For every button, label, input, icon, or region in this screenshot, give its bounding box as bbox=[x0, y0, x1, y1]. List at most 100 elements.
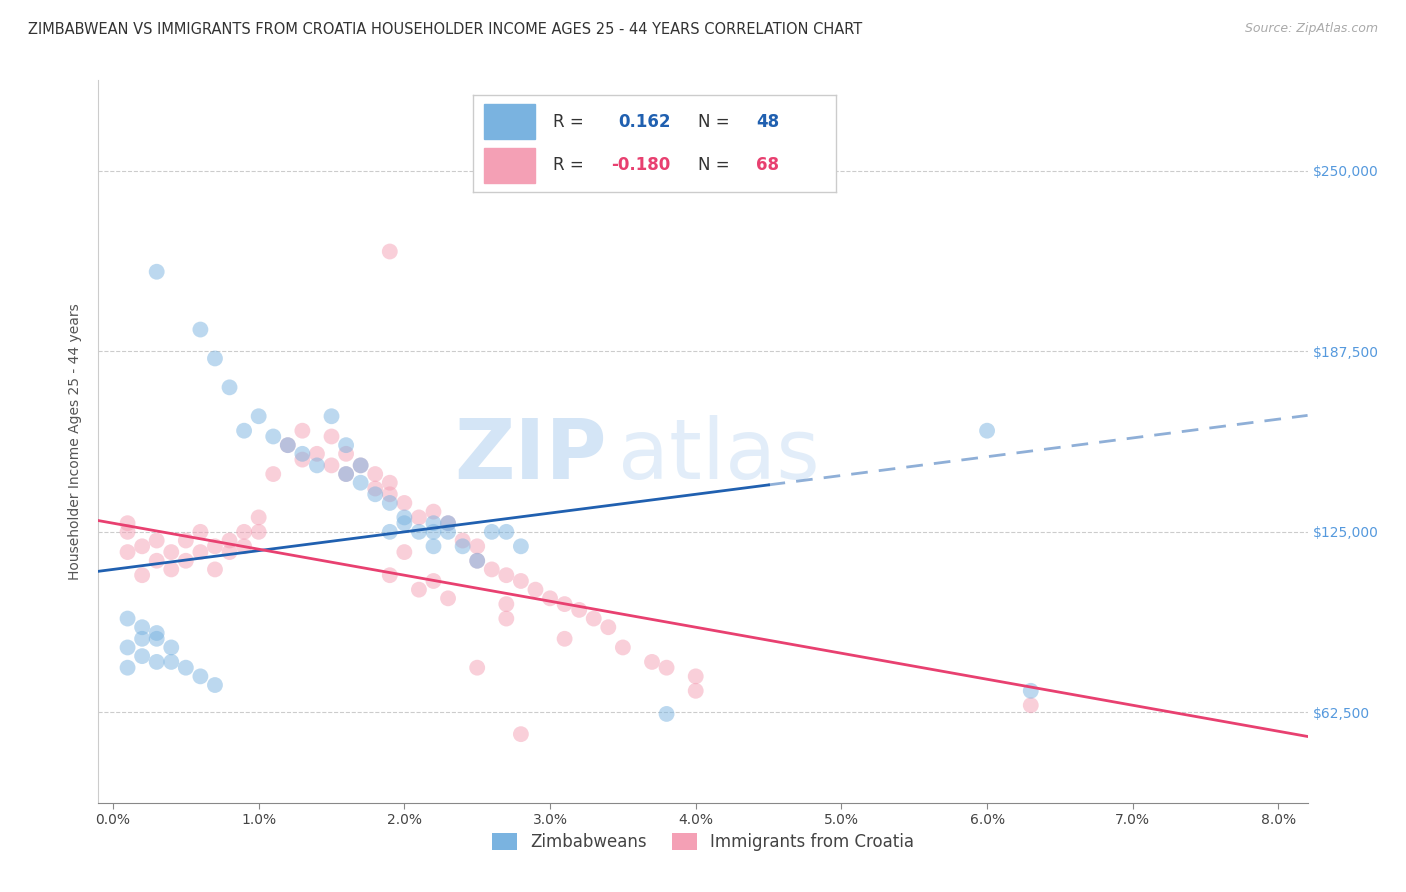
Point bbox=[495, 611, 517, 625]
Point bbox=[117, 545, 139, 559]
Point bbox=[394, 510, 416, 524]
Point bbox=[218, 533, 240, 548]
Point bbox=[117, 524, 139, 539]
Point bbox=[364, 482, 387, 496]
Point bbox=[408, 582, 430, 597]
Point bbox=[437, 524, 460, 539]
Point bbox=[641, 655, 664, 669]
Point bbox=[145, 655, 167, 669]
Point bbox=[350, 458, 373, 473]
Point bbox=[204, 539, 226, 553]
Point bbox=[247, 510, 270, 524]
Point bbox=[495, 568, 517, 582]
Point bbox=[422, 505, 444, 519]
Point bbox=[422, 524, 444, 539]
Point bbox=[655, 661, 678, 675]
Point bbox=[218, 545, 240, 559]
Point bbox=[465, 661, 488, 675]
Point bbox=[465, 539, 488, 553]
Point bbox=[408, 524, 430, 539]
Point bbox=[174, 661, 197, 675]
Point bbox=[394, 545, 416, 559]
Point bbox=[117, 516, 139, 531]
Point bbox=[174, 554, 197, 568]
Point bbox=[145, 265, 167, 279]
Point bbox=[204, 562, 226, 576]
Point bbox=[524, 582, 547, 597]
Point bbox=[1019, 683, 1042, 698]
Text: ZIP: ZIP bbox=[454, 416, 606, 497]
Point bbox=[160, 545, 183, 559]
Point bbox=[160, 562, 183, 576]
Point bbox=[495, 597, 517, 611]
Point bbox=[538, 591, 561, 606]
Point bbox=[117, 640, 139, 655]
Point bbox=[247, 524, 270, 539]
Point bbox=[976, 424, 998, 438]
Point bbox=[335, 438, 357, 452]
Point bbox=[305, 458, 328, 473]
Point bbox=[218, 380, 240, 394]
Point bbox=[131, 539, 153, 553]
Point bbox=[305, 447, 328, 461]
Point bbox=[117, 661, 139, 675]
Point bbox=[190, 322, 212, 336]
Point bbox=[145, 533, 167, 548]
Point bbox=[598, 620, 620, 634]
Point bbox=[131, 649, 153, 664]
Point bbox=[350, 458, 373, 473]
Point bbox=[321, 409, 343, 424]
Point bbox=[335, 467, 357, 481]
Point bbox=[145, 632, 167, 646]
Point bbox=[582, 611, 605, 625]
Point bbox=[437, 516, 460, 531]
Point bbox=[174, 533, 197, 548]
Point bbox=[509, 574, 531, 588]
Point bbox=[509, 727, 531, 741]
Point bbox=[131, 620, 153, 634]
Point bbox=[117, 611, 139, 625]
Point bbox=[422, 516, 444, 531]
Point bbox=[291, 447, 314, 461]
Point bbox=[364, 487, 387, 501]
Point bbox=[160, 655, 183, 669]
Point bbox=[262, 467, 284, 481]
Point bbox=[233, 539, 256, 553]
Text: ZIMBABWEAN VS IMMIGRANTS FROM CROATIA HOUSEHOLDER INCOME AGES 25 - 44 YEARS CORR: ZIMBABWEAN VS IMMIGRANTS FROM CROATIA HO… bbox=[28, 22, 862, 37]
Point bbox=[451, 533, 474, 548]
Point bbox=[131, 568, 153, 582]
Point bbox=[378, 524, 401, 539]
Point bbox=[437, 516, 460, 531]
Point bbox=[394, 496, 416, 510]
Point bbox=[378, 487, 401, 501]
Point bbox=[612, 640, 634, 655]
Point bbox=[335, 467, 357, 481]
Point bbox=[350, 475, 373, 490]
Point bbox=[568, 603, 591, 617]
Point bbox=[554, 597, 576, 611]
Point bbox=[364, 467, 387, 481]
Point bbox=[277, 438, 299, 452]
Point bbox=[408, 510, 430, 524]
Point bbox=[655, 706, 678, 721]
Point bbox=[145, 554, 167, 568]
Point bbox=[554, 632, 576, 646]
Point bbox=[291, 424, 314, 438]
Legend: Zimbabweans, Immigrants from Croatia: Zimbabweans, Immigrants from Croatia bbox=[484, 825, 922, 860]
Point bbox=[685, 683, 707, 698]
Point bbox=[262, 429, 284, 443]
Point bbox=[204, 678, 226, 692]
Point bbox=[233, 424, 256, 438]
Point bbox=[321, 429, 343, 443]
Point bbox=[378, 475, 401, 490]
Point bbox=[437, 591, 460, 606]
Point bbox=[394, 516, 416, 531]
Point bbox=[204, 351, 226, 366]
Point bbox=[247, 409, 270, 424]
Point bbox=[190, 669, 212, 683]
Point bbox=[685, 669, 707, 683]
Point bbox=[495, 524, 517, 539]
Point bbox=[509, 539, 531, 553]
Point bbox=[321, 458, 343, 473]
Point bbox=[131, 632, 153, 646]
